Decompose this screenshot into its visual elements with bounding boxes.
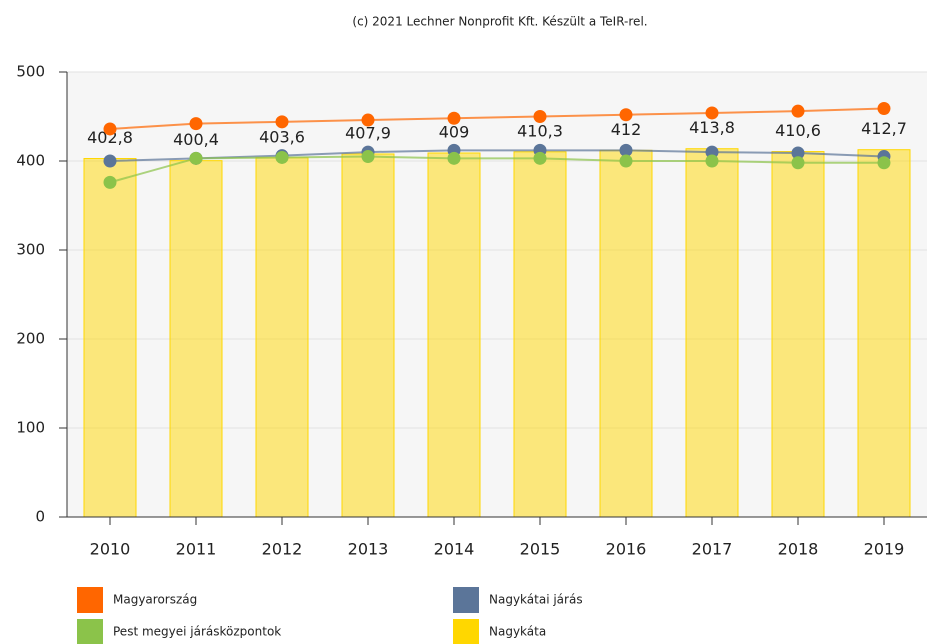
y-tick-label: 500 bbox=[16, 63, 45, 81]
x-tick-label: 2019 bbox=[864, 540, 905, 559]
legend-swatch bbox=[77, 587, 103, 613]
x-tick-label: 2018 bbox=[778, 540, 819, 559]
legend-label: Pest megyei járásközpontok bbox=[113, 625, 281, 639]
data-label: 410,3 bbox=[517, 121, 563, 140]
marker bbox=[103, 154, 117, 168]
marker bbox=[361, 113, 375, 127]
x-tick-label: 2012 bbox=[262, 540, 303, 559]
x-tick-label: 2014 bbox=[434, 540, 475, 559]
bar bbox=[255, 157, 309, 518]
marker bbox=[705, 145, 719, 159]
bar bbox=[771, 151, 825, 518]
bar bbox=[857, 149, 911, 518]
data-label: 409 bbox=[439, 122, 470, 141]
legend-label: Nagykátai járás bbox=[489, 593, 583, 607]
line bbox=[109, 155, 884, 184]
marker bbox=[103, 175, 117, 189]
bar bbox=[513, 151, 567, 518]
data-label: 402,8 bbox=[87, 128, 133, 147]
marker bbox=[533, 151, 547, 165]
bar bbox=[169, 160, 223, 518]
marker bbox=[361, 150, 375, 164]
data-label: 400,4 bbox=[173, 130, 219, 149]
bar bbox=[685, 148, 739, 518]
bar bbox=[341, 153, 395, 518]
marker bbox=[619, 143, 633, 157]
y-tick-label: 300 bbox=[16, 241, 45, 259]
x-tick-label: 2017 bbox=[692, 540, 733, 559]
x-tick-label: 2013 bbox=[348, 540, 389, 559]
marker bbox=[791, 104, 805, 118]
x-tick-label: 2015 bbox=[520, 540, 561, 559]
data-label: 403,6 bbox=[259, 127, 305, 146]
x-tick-label: 2011 bbox=[176, 540, 217, 559]
y-tick-label: 0 bbox=[35, 508, 45, 526]
marker bbox=[791, 156, 805, 170]
marker bbox=[447, 111, 461, 125]
marker bbox=[189, 117, 203, 131]
data-label: 412,7 bbox=[861, 119, 907, 138]
marker bbox=[791, 146, 805, 160]
y-tick-label: 100 bbox=[16, 419, 45, 437]
marker bbox=[705, 154, 719, 168]
legend-swatch bbox=[77, 619, 103, 644]
marker bbox=[877, 156, 891, 170]
legend-swatch bbox=[453, 587, 479, 613]
data-label: 407,9 bbox=[345, 123, 391, 142]
data-label: 413,8 bbox=[689, 118, 735, 137]
bar bbox=[427, 152, 481, 518]
x-tick-label: 2010 bbox=[90, 540, 131, 559]
marker bbox=[103, 122, 117, 136]
data-label: 412 bbox=[611, 120, 642, 139]
marker bbox=[275, 115, 289, 129]
data-label: 410,6 bbox=[775, 121, 821, 140]
y-tick-label: 400 bbox=[16, 152, 45, 170]
marker bbox=[705, 106, 719, 120]
legend-label: Nagykáta bbox=[489, 625, 546, 639]
marker bbox=[447, 151, 461, 165]
x-tick-label: 2016 bbox=[606, 540, 647, 559]
legend-label: Magyarország bbox=[113, 593, 197, 607]
marker bbox=[619, 154, 633, 168]
bar bbox=[599, 149, 653, 518]
legend-swatch bbox=[453, 619, 479, 644]
marker bbox=[533, 110, 547, 123]
chart-title: (c) 2021 Lechner Nonprofit Kft. Készült … bbox=[352, 15, 647, 29]
marker bbox=[275, 150, 289, 164]
marker bbox=[189, 151, 203, 165]
line bbox=[109, 107, 885, 130]
bar bbox=[83, 158, 137, 518]
marker bbox=[877, 101, 891, 115]
marker bbox=[619, 108, 633, 122]
y-tick-label: 200 bbox=[16, 330, 45, 348]
